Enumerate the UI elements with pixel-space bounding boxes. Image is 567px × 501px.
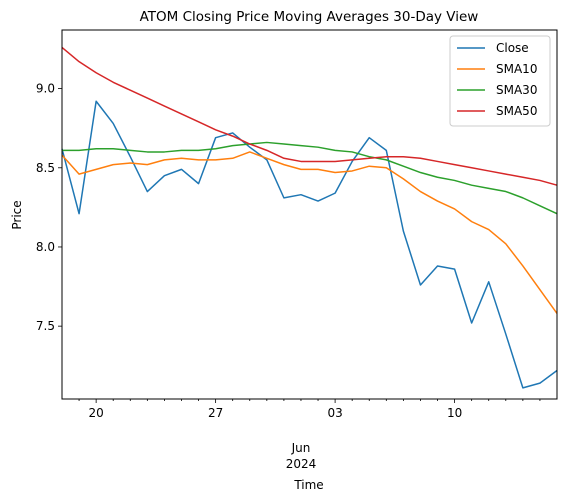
plot-lines (61, 46, 558, 389)
series-line-sma10 (61, 151, 558, 314)
plot-frame (61, 29, 558, 400)
y-axis-label: Price (10, 200, 24, 229)
x-axis: 20 27 03 10 (78, 399, 541, 420)
y-tick-label: 8.0 (36, 240, 55, 254)
x-tick-label: 27 (208, 406, 223, 420)
x-secondary-label-month: Jun (291, 441, 311, 455)
x-tick-label: 03 (327, 406, 342, 420)
chart-title: ATOM Closing Price Moving Averages 30-Da… (140, 9, 479, 25)
x-tick-label: 10 (447, 406, 462, 420)
series-line-sma30 (62, 141, 558, 215)
y-tick-label: 9.0 (36, 82, 55, 96)
legend-label-close: Close (496, 41, 529, 55)
legend-label-sma10: SMA10 (496, 62, 537, 76)
series-line-sma50 (61, 46, 558, 186)
x-axis-label: Time (293, 478, 323, 492)
y-tick-label: 8.5 (36, 161, 55, 175)
legend-box (449, 35, 551, 127)
legend-label-sma30: SMA30 (496, 83, 537, 97)
y-axis: 7.5 8.0 8.5 9.0 (36, 82, 62, 333)
x-tick-label: 20 (88, 406, 103, 420)
legend-label-sma50: SMA50 (496, 104, 537, 118)
x-secondary-label-year: 2024 (286, 457, 317, 471)
legend: Close SMA10 SMA30 SMA50 (449, 35, 551, 127)
series-line-close (61, 100, 558, 389)
y-tick-label: 7.5 (36, 319, 55, 333)
